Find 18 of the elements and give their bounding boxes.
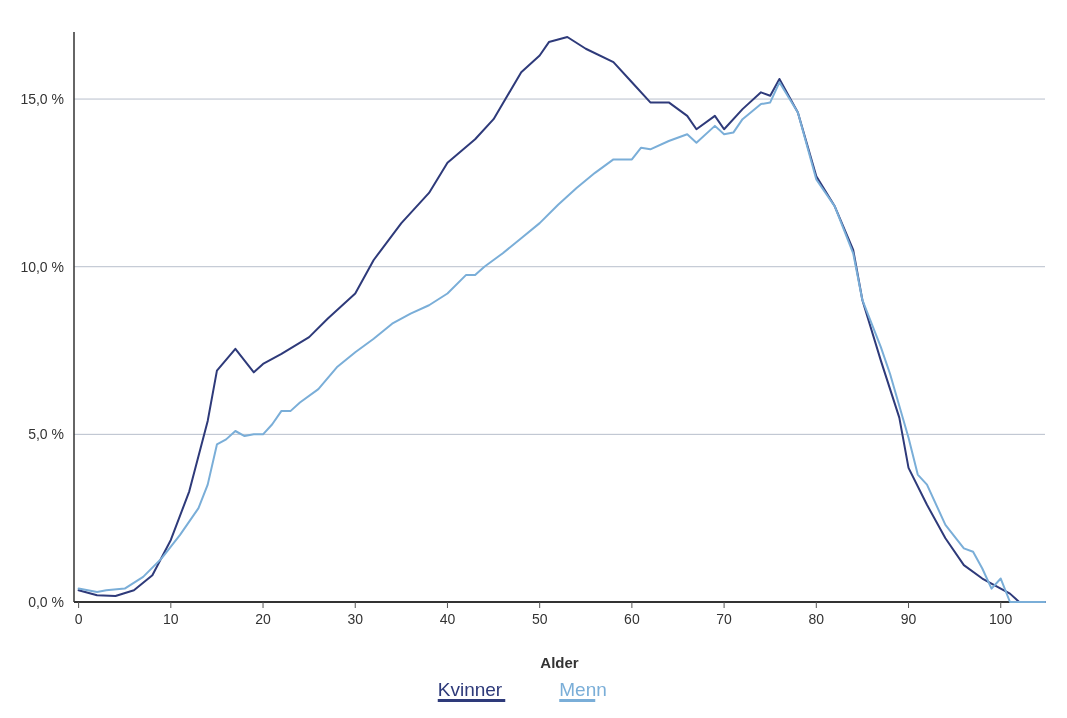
y-tick-label: 15,0 % (20, 90, 64, 107)
y-tick-label: 0,0 % (28, 593, 64, 610)
x-tick-label: 100 (989, 611, 1013, 627)
y-tick-label: 5,0 % (28, 426, 64, 443)
x-tick-label: 50 (531, 611, 548, 627)
x-tick-label: 40 (439, 611, 456, 627)
x-tick-label: 0 (74, 611, 83, 627)
x-tick-label: 70 (716, 611, 733, 627)
text: Menn (559, 679, 607, 700)
x-tick-label: 60 (624, 611, 640, 627)
y-tick-label: 10,0 % (20, 258, 64, 275)
x-tick-label: 30 (347, 611, 364, 627)
x-tick-label: 90 (900, 611, 917, 627)
x-axis-title: Alder (540, 654, 579, 671)
text: Kvinner (437, 679, 503, 700)
x-tick-label: 10 (163, 611, 179, 627)
x-tick-label: 20 (255, 611, 272, 627)
x-tick-label: 80 (808, 611, 825, 627)
